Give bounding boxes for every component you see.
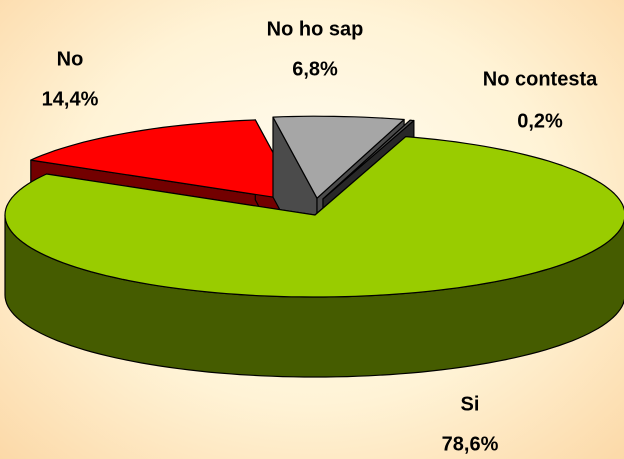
- slice-label: Si: [461, 393, 480, 415]
- slice-value-label: 6,8%: [292, 58, 338, 80]
- slice-value-label: 78,6%: [442, 433, 499, 455]
- slice-value-label: 14,4%: [42, 88, 99, 110]
- slice-top: [322, 119, 415, 200]
- slice-top: [272, 115, 405, 199]
- slice-top: [30, 119, 300, 202]
- slice-top: [4, 136, 624, 298]
- slice-label: No: [57, 48, 84, 70]
- slice-label: No contesta: [483, 68, 598, 90]
- slice-value-label: 0,2%: [517, 110, 563, 132]
- pie-slice: [4, 136, 624, 378]
- slice-label: No ho sap: [267, 18, 364, 40]
